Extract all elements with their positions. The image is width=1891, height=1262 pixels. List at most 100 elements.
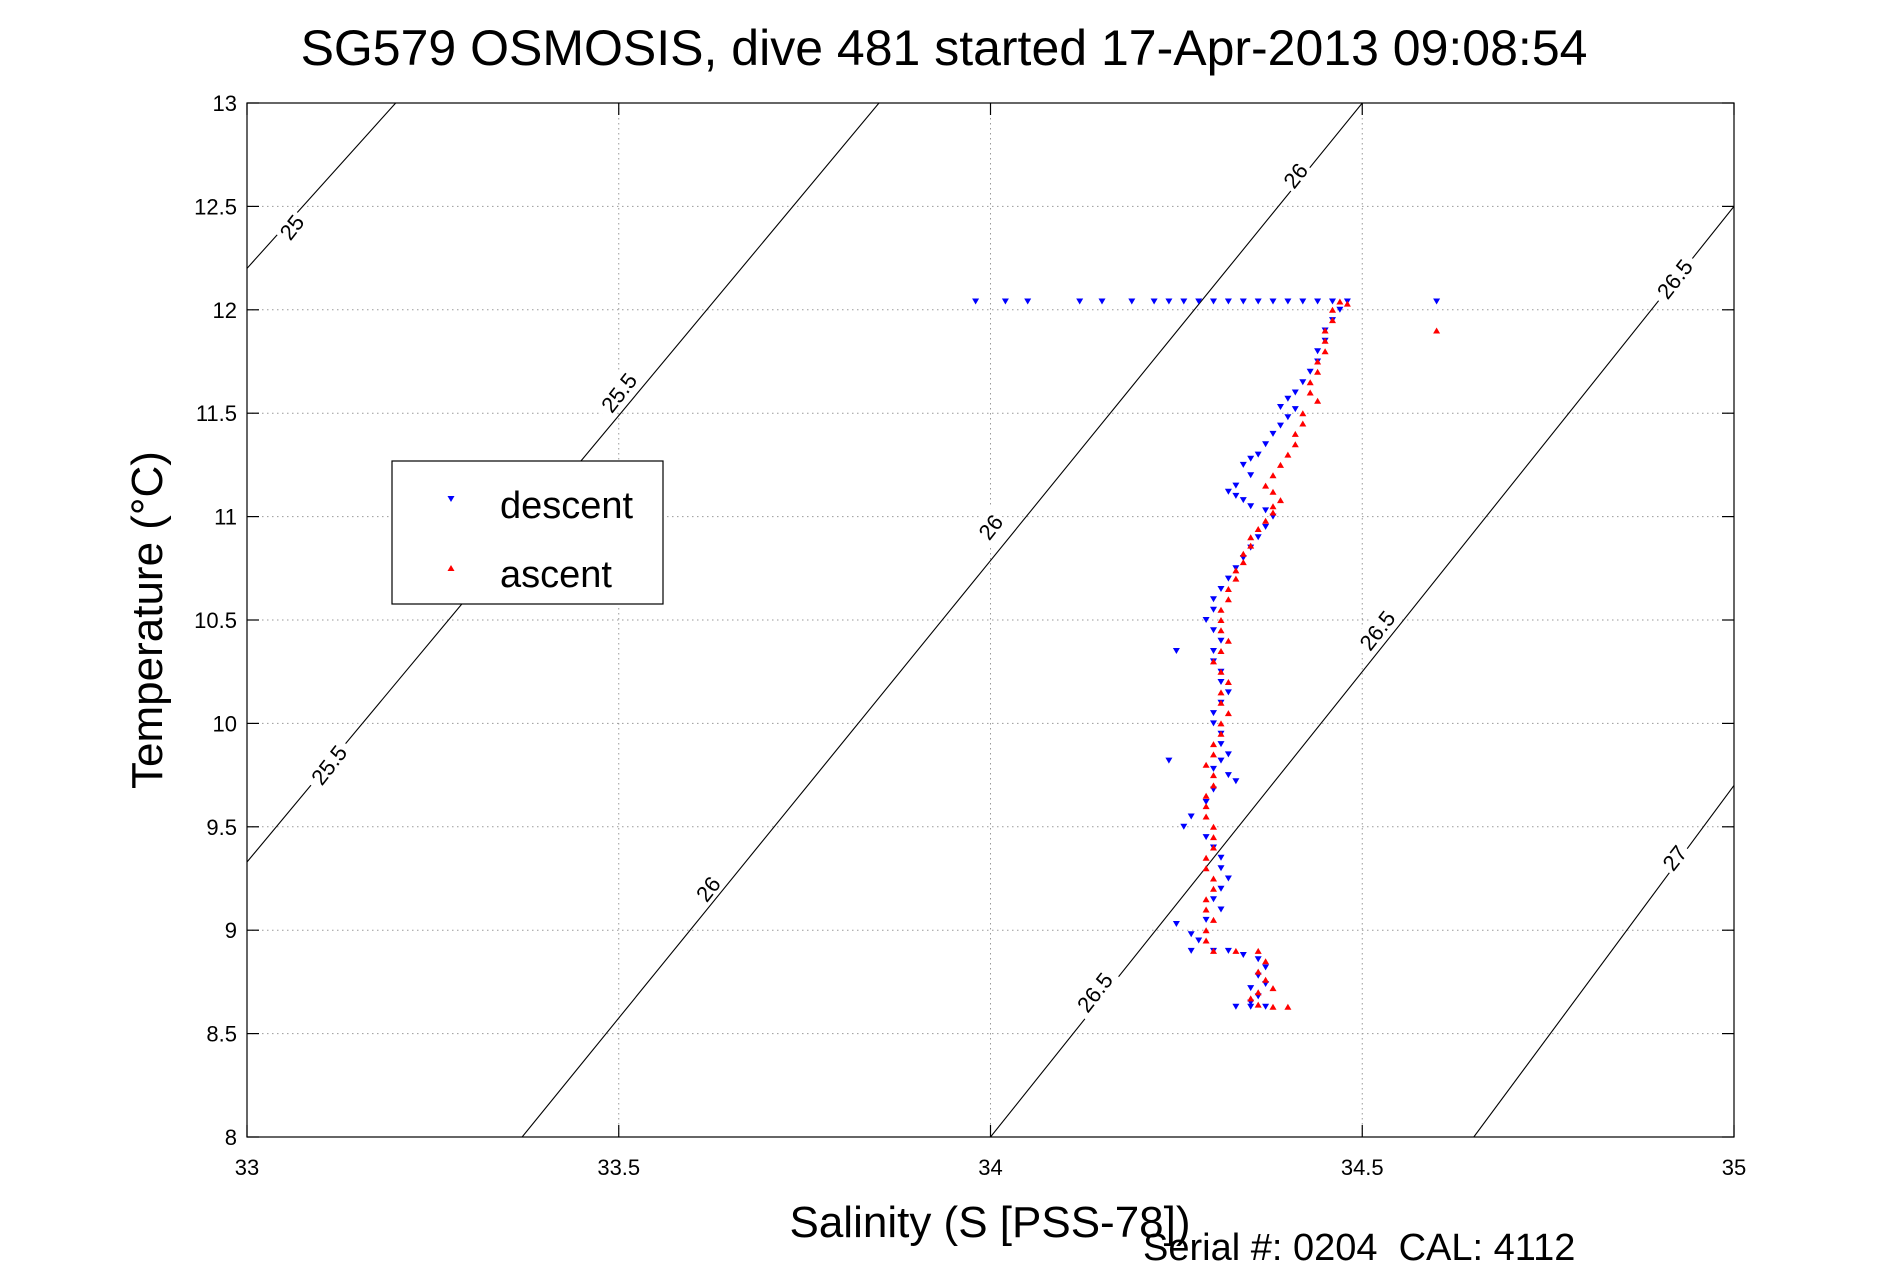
ascent-point [1277,461,1284,468]
descent-point [1202,916,1210,923]
ascent-point [1321,348,1329,355]
descent-point [1239,298,1247,305]
serial-cal-footer: Serial #: 0204 CAL: 4112 [1143,1227,1575,1262]
contour-label: 26.5 [1647,249,1700,307]
ascent-point [1224,596,1232,603]
ascent-point [1232,947,1240,954]
descent-point [1224,488,1232,495]
ascent-point [1224,710,1232,717]
ascent-point [1254,947,1262,954]
ascent-point [1210,834,1217,841]
descent-point [1210,648,1217,654]
ascent-point [1210,782,1217,789]
ascent-point [1291,441,1299,448]
descent-point [1224,751,1232,758]
contour-label-bg [301,735,355,793]
descent-point [1254,956,1262,963]
contour-label: 26 [688,868,726,908]
ascent-point [1210,875,1217,882]
ascent-point [1269,503,1277,510]
contour-label: 25.5 [301,735,355,793]
ascent-point [1224,637,1232,644]
ascent-point [1254,526,1262,532]
ascent-point [1284,1003,1292,1010]
y-tick-label: 10 [213,711,237,736]
ascent-point [1247,995,1255,1002]
ascent-point [1254,989,1262,996]
ascent-point [1217,648,1225,654]
x-axis-label: Salinity (S [PSS-78]) [789,1198,1190,1247]
ascent-point [1269,488,1277,495]
ascent-point [1217,627,1225,634]
descent-point [1262,964,1270,971]
descent-point [1202,617,1210,623]
ascent-point [1343,300,1351,307]
x-tick-label: 35 [1722,1155,1746,1180]
descent-point [1224,875,1232,882]
descent-point [1306,368,1314,375]
descent-point [1210,765,1217,772]
contour-label-text: 25 [275,210,310,245]
legend-descent-label: descent [500,485,634,527]
y-tick-label: 11 [214,505,237,530]
descent-point [1202,834,1210,841]
ascent-point [1269,509,1277,516]
density-contour-27 [1473,785,1734,1137]
contour-label-bg [591,363,645,421]
descent-point [1187,813,1195,820]
density-contour-26 [521,103,1363,1137]
descent-point [1210,896,1217,903]
descent-point [1217,741,1225,748]
contour-label: 26 [971,507,1009,546]
descent-point [1262,1003,1270,1010]
descent-point [1210,606,1217,613]
ascent-point [1262,482,1270,489]
descent-point [1187,947,1195,954]
ascent-point [1217,606,1225,613]
descent-point [1247,1003,1255,1010]
descent-point [1232,778,1240,785]
ascent-point [1321,327,1329,334]
ascent-point [1210,947,1217,954]
contour-label: 26.5 [1067,962,1120,1021]
descent-point [1224,298,1232,305]
descent-point [1284,298,1292,305]
descent-point [1217,757,1225,764]
y-tick-label: 10.5 [194,608,237,633]
chart-title: SG579 OSMOSIS, dive 481 started 17-Apr-2… [301,20,1588,76]
contour-label-text: 26 [974,510,1009,545]
ascent-point [1262,958,1270,965]
descent-point [1202,799,1210,805]
y-tick-label: 8 [225,1125,237,1150]
descent-point [1239,461,1247,468]
contour-label-bg [1067,962,1120,1021]
ascent-point [1217,668,1225,675]
ascent-point [1217,720,1225,727]
series-ascent [1202,298,1441,1010]
descent-point [1180,823,1188,830]
ascent-point [1202,937,1210,944]
legend-ascent-label: ascent [500,554,612,596]
ascent-point [1202,803,1210,810]
contour-label-text: 27 [1658,841,1693,876]
ascent-point [1269,472,1277,479]
descent-point [1224,772,1232,779]
ascent-point [1329,317,1336,324]
axis-ticks: 33 33.5 34 34.5 35 8 8.5 9 9.5 10 10.5 11 11.5 12 12.5… [194,91,1746,1180]
descent-point [1277,422,1284,429]
descent-point [1210,596,1217,603]
ascent-point [1217,689,1225,696]
ascent-point [1202,854,1210,861]
descent-point [1247,503,1255,510]
contour-label-bg [688,868,726,908]
descent-point [1210,298,1217,305]
y-axis-label: Temperature (°C) [123,451,172,789]
descent-point [1217,906,1225,913]
density-contour-25 [247,103,397,269]
descent-point [1195,937,1203,944]
grid-lines [246,102,1735,1138]
descent-point [1128,298,1136,305]
contour-label-text: 26 [1278,158,1313,193]
ascent-point [1202,927,1210,934]
ascent-point [1306,389,1314,396]
